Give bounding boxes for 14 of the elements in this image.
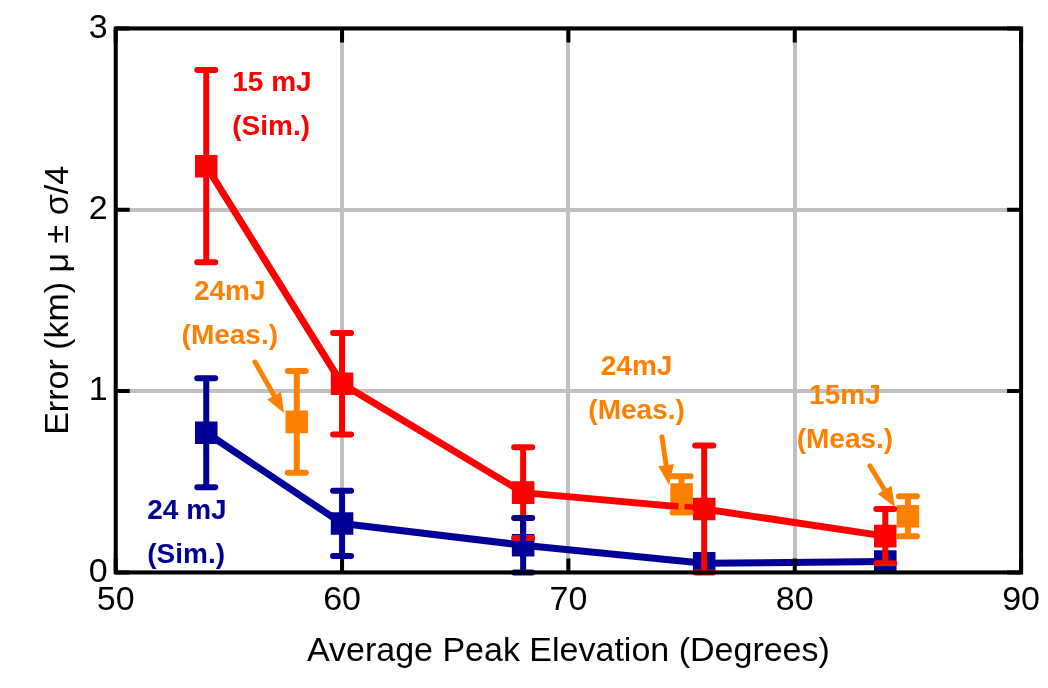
x-tick-label: 60 <box>323 579 361 618</box>
annotation: 24mJ (Meas.) <box>181 274 279 350</box>
series-label: 24 mJ (Sim.) <box>147 494 227 570</box>
annotation: 24mJ (Meas.) <box>588 350 685 426</box>
y-tick-label: 2 <box>88 188 108 227</box>
x-tick-label: 70 <box>549 579 588 618</box>
y-axis-title: Error (km) μ ± σ/4 <box>36 165 75 435</box>
y-tick-label: 1 <box>88 369 108 408</box>
series-label: 15 mJ (Sim.) <box>232 65 312 141</box>
x-tick-label: 90 <box>1002 579 1040 618</box>
annotation: 15mJ (Meas.) <box>796 378 894 454</box>
x-tick-label: 80 <box>775 579 814 618</box>
y-tick-label: 3 <box>88 6 108 45</box>
x-axis-title: Average Peak Elevation (Degrees) <box>306 629 830 668</box>
